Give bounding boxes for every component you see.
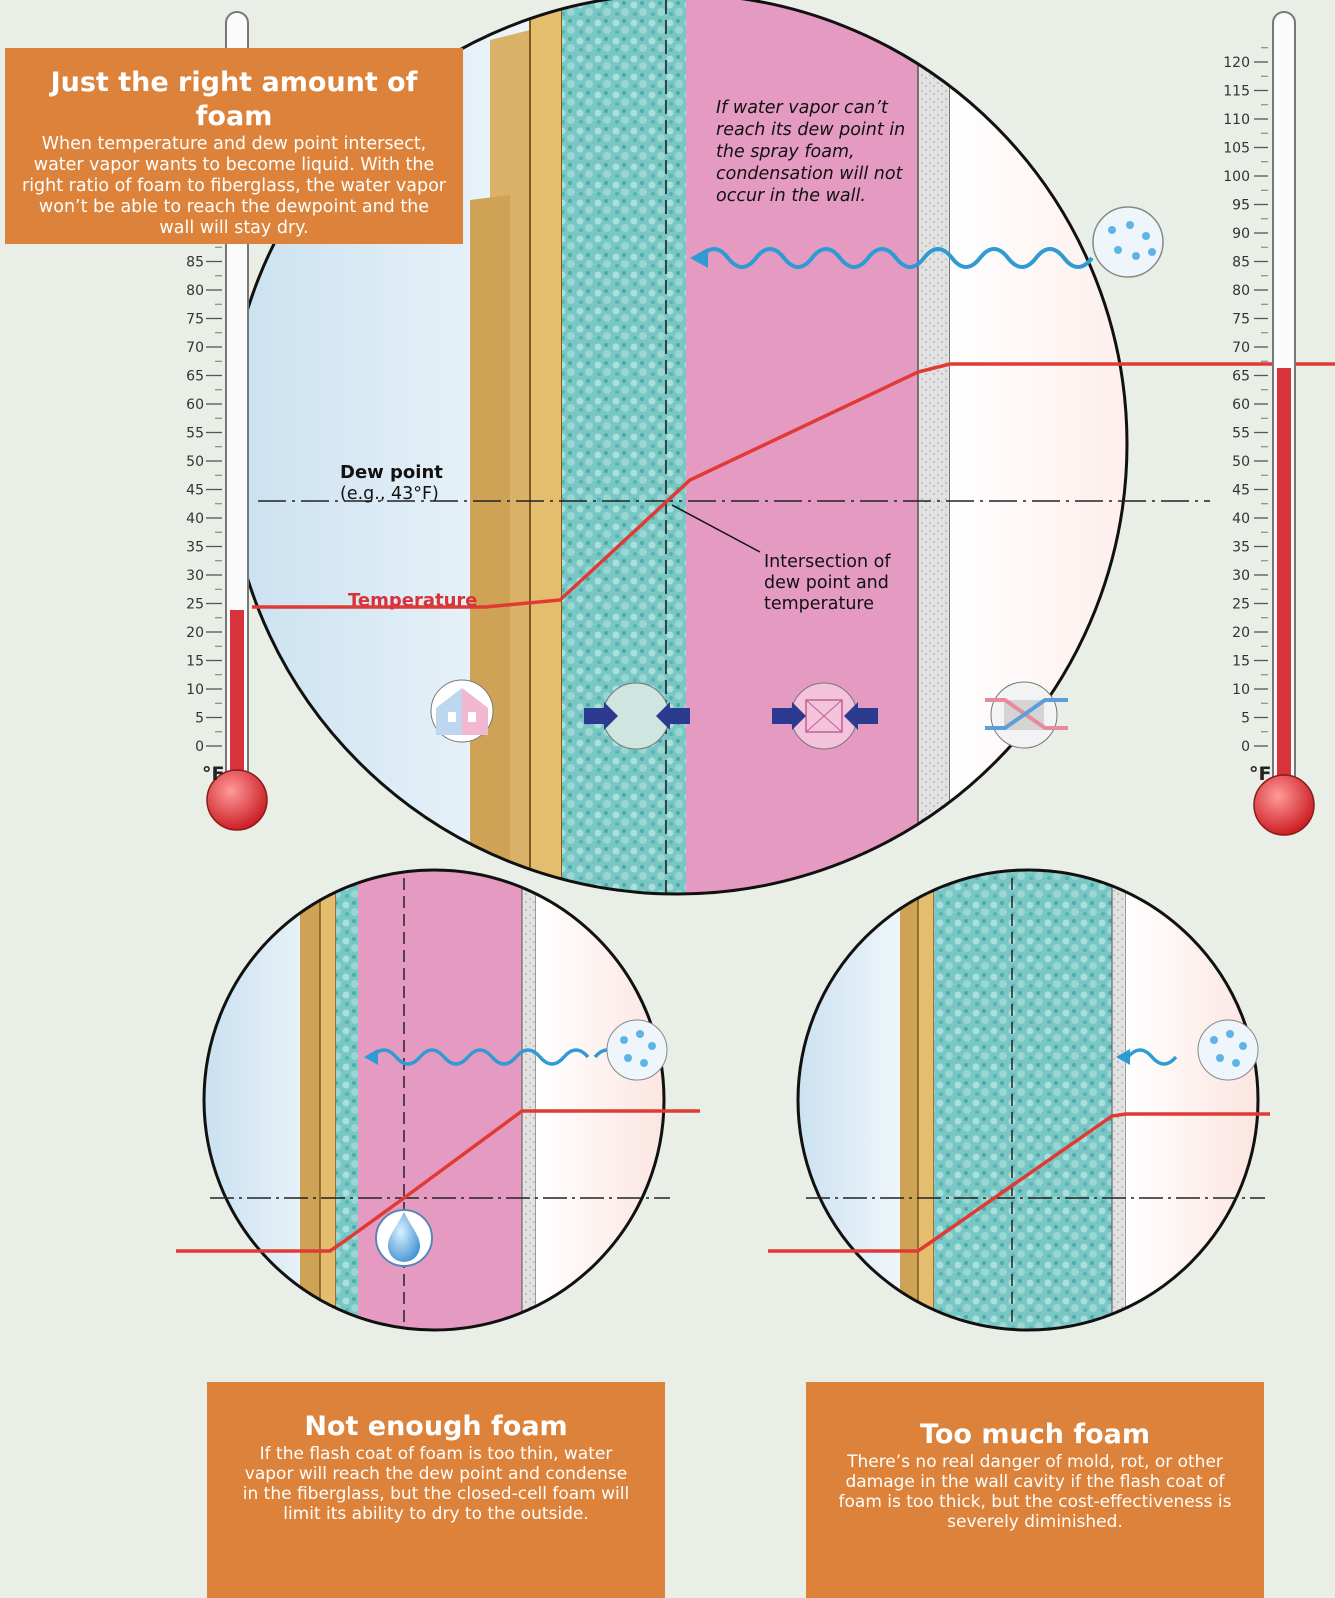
- too-much-box: Too much foam There’s no real danger of …: [806, 1382, 1264, 1598]
- tick-label: 25: [186, 597, 204, 613]
- tick-label: 80: [186, 283, 204, 299]
- tick-label: 0: [195, 739, 204, 755]
- water-drop-icon: [375, 1209, 433, 1267]
- not-enough-title: Not enough foam: [304, 1411, 568, 1442]
- tick-label: 85: [186, 255, 204, 271]
- temperature-line-thin: [176, 1109, 700, 1253]
- tick-label: 20: [1232, 625, 1250, 641]
- main-caption-title: Just the right amount of foam: [50, 67, 418, 132]
- tick-label: 15: [186, 654, 204, 670]
- temperature-line: [252, 362, 1335, 609]
- tick-label: 120: [1223, 55, 1250, 71]
- tick-label: 30: [186, 568, 204, 584]
- main-caption-box: Just the right amount of foam When tempe…: [5, 48, 463, 244]
- tick-label: 60: [186, 397, 204, 413]
- tick-label: 35: [186, 540, 204, 556]
- tick-label: 105: [1223, 141, 1250, 157]
- tick-label: 80: [1232, 283, 1250, 299]
- not-enough-wall-section: [204, 870, 664, 1330]
- tick-label: 50: [186, 454, 204, 470]
- tick-label: 85: [1232, 255, 1250, 271]
- fiberglass-compress-icon: [772, 682, 878, 750]
- tick-label: 10: [1232, 682, 1250, 698]
- right-thermometer: 0 5 10 15 20 25 30 35 40 45 50 55 60 65 70 75 80 85 90 95 10…: [1223, 11, 1315, 836]
- tick-label: 100: [1223, 169, 1250, 185]
- sheathing: [529, 0, 563, 894]
- tick-label: 5: [195, 711, 204, 727]
- temperature-label: Temperature: [348, 590, 478, 611]
- tick-label: 0: [1241, 739, 1250, 755]
- tick-label: 25: [1232, 597, 1250, 613]
- vapor-bubble-icon: [606, 1019, 668, 1081]
- tick-label: 55: [1232, 426, 1250, 442]
- tick-label: 115: [1223, 84, 1250, 100]
- left-unit-label: °F: [202, 763, 225, 785]
- tick-label: 15: [1232, 654, 1250, 670]
- tick-label: 10: [186, 682, 204, 698]
- heat-exchange-icon: [985, 681, 1068, 749]
- right-ticks: 0 5 10 15 20 25 30 35 40 45 50 55 60 65 70 75 80 85 90 95 10…: [1223, 47, 1268, 755]
- drywall: [917, 0, 951, 894]
- fiberglass: [686, 0, 918, 894]
- tick-label: 75: [1232, 312, 1250, 328]
- left-ticks: 0 5 10 15 20 25 30 35 40 45 50 55 60 65 70 75 80 85: [186, 246, 222, 755]
- right-unit-label: °F: [1249, 763, 1272, 785]
- tick-label: 55: [186, 426, 204, 442]
- tick-label: 65: [186, 369, 204, 385]
- tick-label: 90: [1232, 226, 1250, 242]
- vapor-bubble-icon: [1197, 1019, 1259, 1081]
- vapor-bubble-icon: [1092, 206, 1164, 278]
- intersection-label: Intersection of dew point and temperatur…: [764, 552, 891, 614]
- too-much-wall-section: [798, 870, 1258, 1330]
- tick-label: 70: [186, 340, 204, 356]
- vapor-note: If water vapor can’t reach its dew point…: [716, 98, 906, 206]
- tick-label: 45: [1232, 483, 1250, 499]
- vapor-wave: [698, 247, 1094, 269]
- foam-compress-icon: [584, 682, 690, 750]
- tick-label: 50: [1232, 454, 1250, 470]
- main-caption-text: When temperature and dew point intersect…: [22, 134, 446, 238]
- main-wall-section: [227, 0, 1127, 894]
- tick-label: 45: [186, 483, 204, 499]
- spray-foam: [562, 0, 686, 894]
- tick-label: 40: [186, 511, 204, 527]
- right-mercury: [1277, 368, 1291, 808]
- tick-label: 5: [1241, 711, 1250, 727]
- house-icon: [430, 679, 494, 743]
- tick-label: 95: [1232, 198, 1250, 214]
- not-enough-text: If the flash coat of foam is too thin, w…: [242, 1444, 630, 1524]
- tick-label: 35: [1232, 540, 1250, 556]
- tick-label: 75: [186, 312, 204, 328]
- dew-point-example: (e.g., 43°F): [340, 484, 439, 504]
- tick-label: 110: [1223, 112, 1250, 128]
- tick-label: 70: [1232, 340, 1250, 356]
- tick-label: 30: [1232, 568, 1250, 584]
- tick-label: 65: [1232, 369, 1250, 385]
- too-much-text: There’s no real danger of mold, rot, or …: [838, 1452, 1232, 1532]
- tick-label: 60: [1232, 397, 1250, 413]
- not-enough-box: Not enough foam If the flash coat of foa…: [207, 1382, 665, 1598]
- dew-point-title: Dew point: [340, 462, 443, 483]
- left-mercury: [230, 610, 244, 800]
- tick-label: 40: [1232, 511, 1250, 527]
- tick-label: 20: [186, 625, 204, 641]
- too-much-title: Too much foam: [920, 1419, 1150, 1450]
